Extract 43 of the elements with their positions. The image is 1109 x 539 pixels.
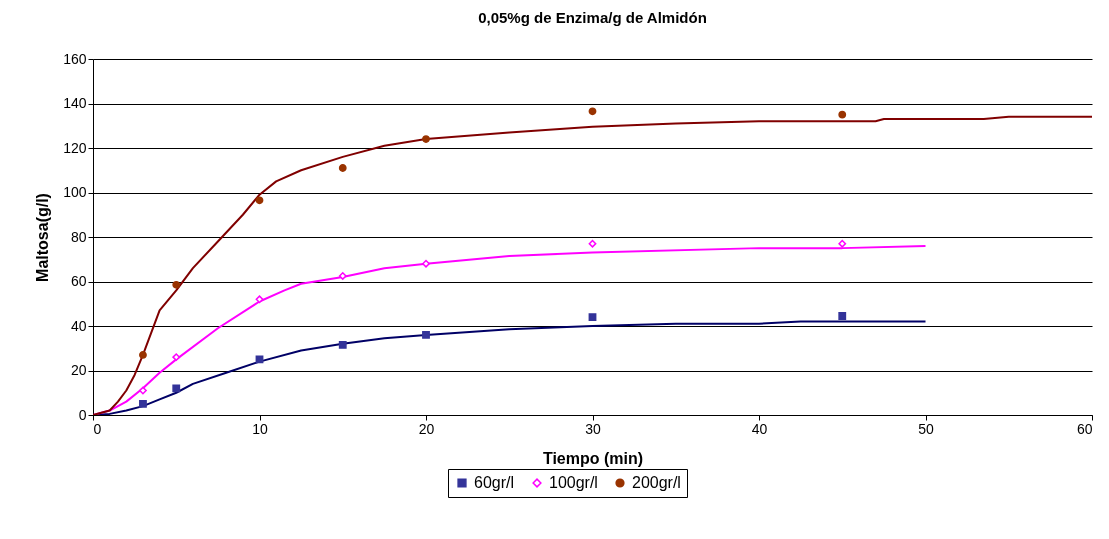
x-axis-title: Tiempo (min) [542,449,644,467]
y-tick-label: 40 [70,317,87,334]
legend-label: 60gr/l [474,474,515,491]
point [338,272,347,280]
y-tick-label: 160 [63,50,87,67]
point [172,280,181,289]
x-tick-label: 40 [751,420,768,437]
point [139,399,147,408]
x-tick-label: 20 [418,420,435,437]
point [255,355,264,364]
point [172,384,181,393]
x-tick-label: 10 [252,420,268,437]
point [422,135,430,144]
chart-title: 0,05%g de Enzima/g de Almidón [478,9,707,26]
point [338,164,347,172]
point [588,239,597,248]
point [838,312,847,320]
point [338,341,347,349]
point [255,295,264,304]
point [422,330,430,339]
point [255,196,264,205]
legend-label: 200gr/l [632,474,681,491]
point [172,353,181,362]
point [139,351,147,359]
y-tick-label: 100 [63,184,87,200]
x-tick-label: 60 [1076,420,1093,437]
point [838,239,847,248]
y-tick-label: 0 [78,406,87,423]
point [139,386,147,395]
y-axis-title: Maltosa(g/l) [34,193,52,282]
y-tick-label: 120 [63,139,87,156]
y-tick-label: 80 [70,228,87,245]
y-tick-label: 140 [63,95,87,111]
point [838,110,847,119]
y-tick-label: 20 [70,362,87,378]
point [422,259,430,268]
point [588,313,597,322]
x-tick-label: 0 [93,420,102,437]
point [588,107,597,116]
legend-label: 100gr/l [549,474,598,491]
x-tick-label: 30 [585,420,601,437]
x-tick-label: 50 [918,420,934,437]
y-tick-label: 60 [70,273,87,289]
